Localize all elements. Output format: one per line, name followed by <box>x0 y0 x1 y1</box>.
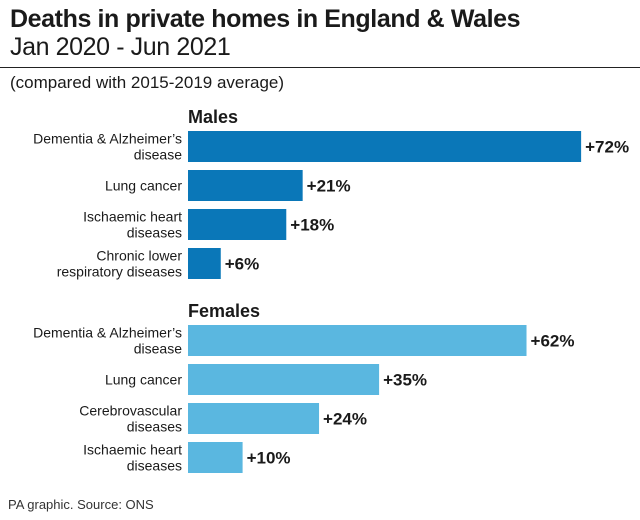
males-category-label: Dementia & Alzheimer’s disease <box>33 131 182 163</box>
males-value-label: +72% <box>585 138 629 157</box>
category-label-line: disease <box>134 147 182 163</box>
females-category-label: Dementia & Alzheimer’s disease <box>33 325 182 357</box>
males-bar <box>188 209 287 240</box>
category-label-line: diseases <box>127 458 182 474</box>
category-label-line: respiratory diseases <box>57 264 182 280</box>
females-category-label: Ischaemic heart diseases <box>83 442 182 474</box>
source-credit: PA graphic. Source: ONS <box>8 497 154 512</box>
females-bar <box>188 364 380 395</box>
comparison-note: (compared with 2015-2019 average) <box>10 73 285 92</box>
category-label-line: Dementia & Alzheimer’s <box>33 131 182 147</box>
category-label-line: Cerebrovascular <box>79 403 182 419</box>
category-label-line: Ischaemic heart <box>83 209 182 225</box>
males-value-label: +21% <box>307 177 351 196</box>
females-bar <box>188 442 243 473</box>
males-group-heading: Males <box>188 107 238 127</box>
chart-title: Deaths in private homes in England & Wal… <box>10 5 521 33</box>
title-divider <box>0 67 640 68</box>
category-label-line: Lung cancer <box>105 372 182 388</box>
females-value-label: +62% <box>531 332 575 351</box>
males-bar <box>188 170 303 201</box>
females-bar <box>188 325 527 356</box>
males-bar <box>188 248 221 279</box>
category-label-line: Ischaemic heart <box>83 442 182 458</box>
males-category-label: Ischaemic heart diseases <box>83 209 182 241</box>
females-value-label: +35% <box>383 371 427 390</box>
females-bar <box>188 403 320 434</box>
females-value-label: +10% <box>247 449 291 468</box>
category-label-line: Dementia & Alzheimer’s <box>33 325 182 341</box>
chart-subtitle: Jan 2020 - Jun 2021 <box>10 33 231 61</box>
females-group-heading: Females <box>188 301 260 321</box>
females-category-label: Lung cancer <box>105 372 182 388</box>
females-value-label: +24% <box>323 410 367 429</box>
males-category-label: Lung cancer <box>105 178 182 194</box>
males-value-label: +6% <box>225 255 260 274</box>
males-bar <box>188 131 582 162</box>
males-value-label: +18% <box>290 216 334 235</box>
category-label-line: Lung cancer <box>105 178 182 194</box>
category-label-line: Chronic lower <box>96 248 182 264</box>
category-label-line: diseases <box>127 225 182 241</box>
males-category-label: Chronic lower respiratory diseases <box>57 248 183 280</box>
females-category-label: Cerebrovascular diseases <box>79 403 182 435</box>
category-label-line: diseases <box>127 419 182 435</box>
category-label-line: disease <box>134 341 182 357</box>
